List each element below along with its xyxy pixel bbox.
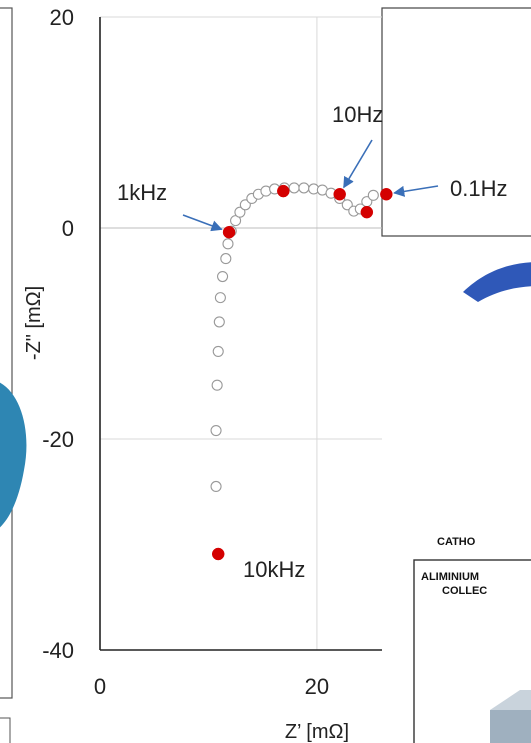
open-data-point (220, 253, 232, 265)
open-data-point (367, 189, 379, 201)
left-panel-border (0, 7, 13, 699)
open-data-point (213, 316, 225, 328)
open-data-point (214, 292, 226, 304)
frequency-data-point (360, 205, 374, 219)
open-data-point (222, 238, 234, 250)
blue-arc-arrow (463, 262, 531, 302)
y-tick-label: 20 (50, 5, 74, 30)
open-data-point (234, 206, 246, 218)
open-data-point (217, 270, 229, 283)
annotation-arrow (393, 185, 439, 197)
x-tick-label: 20 (305, 674, 329, 699)
x-tick-label: 0 (94, 674, 106, 699)
data-points (210, 182, 393, 561)
open-data-point (212, 345, 224, 357)
cathode-line-2: COLLEC (442, 585, 487, 597)
cathode-title: CATHO (437, 536, 476, 548)
right-panel-border (381, 7, 531, 237)
cathode-line-1: ALIMINIUM (421, 571, 479, 583)
y-axis-title: -Z" [mΩ] (23, 286, 45, 360)
teal-blob-shape (0, 382, 27, 528)
frequency-annotation-label: 10kHz (243, 557, 305, 582)
right-decoration: CATHO ALIMINIUM COLLEC (381, 7, 531, 743)
y-tick-label: 0 (62, 216, 74, 241)
frequency-data-point (222, 225, 236, 239)
axes (99, 17, 382, 651)
frequency-data-point (333, 187, 346, 201)
cathode-block-side (490, 710, 531, 743)
frequency-annotation-label: 0.1Hz (450, 176, 507, 201)
open-data-point (288, 182, 300, 194)
annotation-labels: 1kHz 10Hz 0.1Hz 10kHz (117, 102, 507, 582)
left-decoration (0, 7, 27, 743)
open-data-point (210, 425, 222, 437)
gridlines (100, 16, 382, 650)
frequency-annotation-label: 1kHz (117, 180, 167, 205)
frequency-annotation-label: 10Hz (332, 102, 383, 127)
annotation-arrows (182, 139, 439, 232)
x-axis-title: Z’ [mΩ] (285, 721, 349, 743)
open-data-point (210, 480, 222, 493)
annotation-arrow (182, 214, 223, 232)
y-tick-label: -20 (42, 427, 74, 452)
y-tick-label: -40 (42, 638, 74, 663)
frequency-data-point (380, 187, 393, 201)
open-data-point (298, 182, 310, 194)
tick-labels: 20 0 -20 -40 0 20 (42, 5, 329, 699)
frequency-data-point (211, 547, 225, 561)
frequency-data-point (277, 184, 290, 198)
open-data-point (211, 379, 223, 391)
left-lower-panel-border (0, 717, 11, 743)
annotation-arrow (343, 139, 373, 189)
